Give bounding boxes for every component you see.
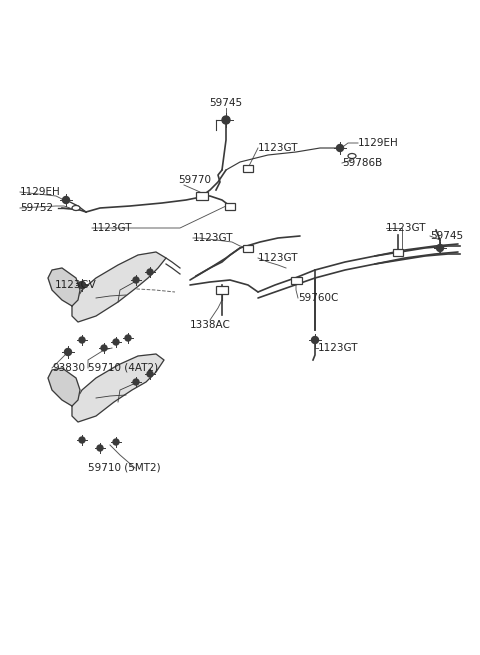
Polygon shape <box>72 252 166 322</box>
Text: 59760C: 59760C <box>298 293 338 303</box>
Text: 1123GT: 1123GT <box>258 253 299 263</box>
Text: 1123GT: 1123GT <box>193 233 233 243</box>
Circle shape <box>97 445 103 451</box>
Ellipse shape <box>348 153 356 159</box>
Bar <box>243 244 253 252</box>
Circle shape <box>336 145 344 151</box>
Circle shape <box>79 337 85 343</box>
Circle shape <box>436 244 444 252</box>
Text: 1123GT: 1123GT <box>258 143 299 153</box>
Text: 1338AC: 1338AC <box>190 320 230 330</box>
Bar <box>196 192 208 200</box>
Text: 1123GT: 1123GT <box>318 343 359 353</box>
Text: 1129EH: 1129EH <box>358 138 399 148</box>
Circle shape <box>113 339 119 345</box>
Circle shape <box>79 282 85 288</box>
Text: 59745: 59745 <box>209 98 242 108</box>
Circle shape <box>125 335 131 341</box>
Circle shape <box>222 116 230 124</box>
Ellipse shape <box>72 206 80 210</box>
Text: 59786B: 59786B <box>342 158 382 168</box>
Text: 59710 (4AT2): 59710 (4AT2) <box>88 363 158 373</box>
Circle shape <box>147 269 153 275</box>
Text: 1129EH: 1129EH <box>20 187 61 197</box>
Circle shape <box>101 345 107 351</box>
Bar <box>393 248 403 255</box>
Circle shape <box>133 379 139 385</box>
Text: 1123GT: 1123GT <box>386 223 427 233</box>
Text: 1123GT: 1123GT <box>92 223 132 233</box>
Circle shape <box>79 437 85 443</box>
Text: 59752: 59752 <box>20 203 53 213</box>
Text: 93830: 93830 <box>52 363 85 373</box>
Text: 59710 (5MT2): 59710 (5MT2) <box>88 463 161 473</box>
Circle shape <box>62 196 70 204</box>
Circle shape <box>147 371 153 377</box>
Circle shape <box>312 337 319 343</box>
Text: 59770: 59770 <box>178 175 211 185</box>
Circle shape <box>113 439 119 445</box>
Text: 59745: 59745 <box>430 231 463 241</box>
Bar <box>225 202 235 210</box>
Polygon shape <box>72 354 164 422</box>
Bar <box>216 286 228 294</box>
Text: 1123GV: 1123GV <box>55 280 97 290</box>
Bar <box>290 276 301 284</box>
Polygon shape <box>48 268 80 306</box>
Circle shape <box>133 277 139 283</box>
Circle shape <box>64 348 72 356</box>
Polygon shape <box>48 368 80 406</box>
Bar <box>243 164 253 172</box>
